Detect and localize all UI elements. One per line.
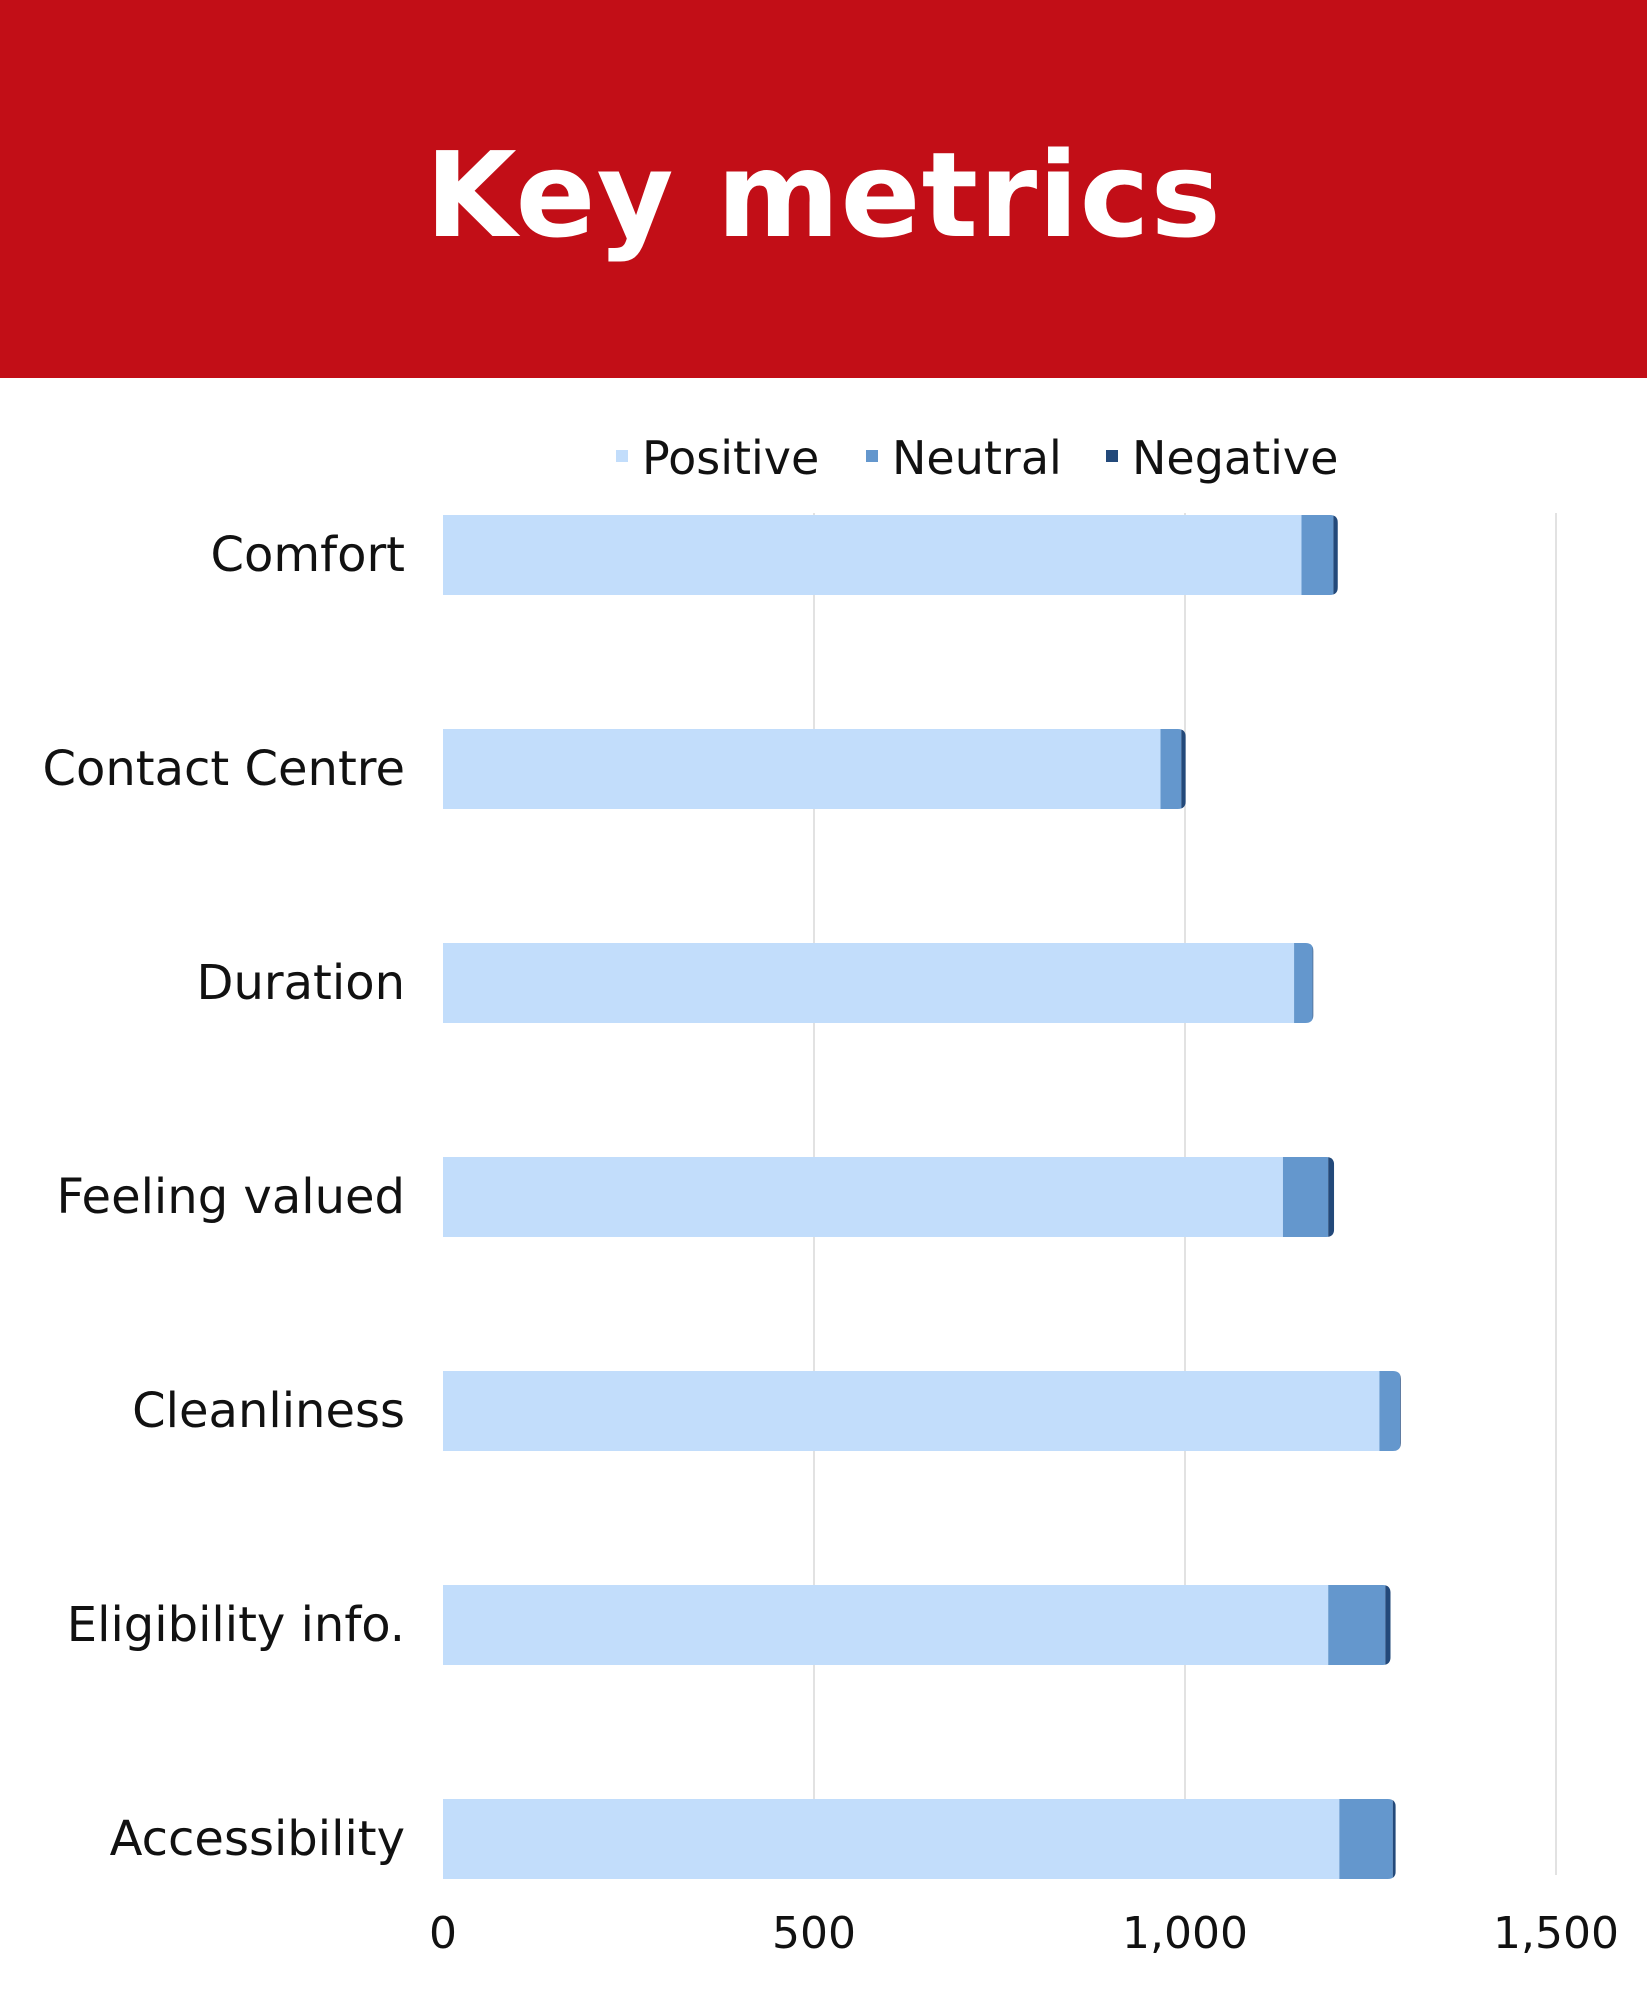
bar-accessibility-negative bbox=[1392, 1799, 1396, 1879]
legend-swatch-negative bbox=[1106, 450, 1118, 462]
bar-eligibility-info-negative bbox=[1385, 1585, 1391, 1665]
legend-swatch-positive bbox=[616, 450, 628, 462]
bar-contact-centre-negative bbox=[1181, 729, 1186, 809]
bars bbox=[443, 515, 1401, 1879]
bar-feeling-valued-neutral bbox=[1282, 1157, 1329, 1237]
bar-cleanliness-neutral bbox=[1379, 1371, 1401, 1451]
legend-item-negative: Negative bbox=[1106, 431, 1338, 485]
bar-group-feeling-valued bbox=[443, 1157, 1335, 1237]
category-label-duration: Duration bbox=[197, 955, 405, 1011]
bar-comfort-positive bbox=[443, 515, 1302, 595]
title-banner: Key metrics bbox=[0, 0, 1647, 378]
bar-eligibility-info-neutral bbox=[1328, 1585, 1386, 1665]
bar-group-cleanliness bbox=[443, 1371, 1401, 1451]
category-label-contact-centre: Contact Centre bbox=[42, 741, 405, 797]
bar-comfort-neutral bbox=[1301, 515, 1334, 595]
bar-accessibility-neutral bbox=[1339, 1799, 1393, 1879]
category-labels: Comfort Contact Centre Duration Feeling val… bbox=[42, 527, 405, 1867]
bar-group-accessibility bbox=[443, 1799, 1396, 1879]
legend-label-negative: Negative bbox=[1132, 431, 1338, 485]
legend-label-positive: Positive bbox=[642, 431, 819, 485]
x-tick-label-1500: 1,500 bbox=[1493, 1908, 1619, 1959]
legend-item-positive: Positive bbox=[616, 431, 819, 485]
x-tick-label-500: 500 bbox=[772, 1908, 856, 1959]
category-label-cleanliness: Cleanliness bbox=[132, 1383, 405, 1439]
bar-contact-centre-neutral bbox=[1160, 729, 1182, 809]
bar-group-contact-centre bbox=[443, 729, 1186, 809]
legend-label-neutral: Neutral bbox=[892, 431, 1062, 485]
x-tick-label-1000: 1,000 bbox=[1122, 1908, 1248, 1959]
bar-contact-centre-positive bbox=[443, 729, 1161, 809]
category-label-feeling-valued: Feeling valued bbox=[57, 1169, 405, 1225]
category-label-accessibility: Accessibility bbox=[110, 1811, 405, 1867]
x-axis-tick-labels: 0 500 1,000 1,500 bbox=[429, 1908, 1619, 1959]
bar-group-eligibility-info bbox=[443, 1585, 1391, 1665]
category-label-comfort: Comfort bbox=[211, 527, 405, 583]
bar-cleanliness-negative bbox=[1400, 1371, 1401, 1451]
x-tick-label-0: 0 bbox=[429, 1908, 457, 1959]
bar-eligibility-info-positive bbox=[443, 1585, 1329, 1665]
bar-feeling-valued-negative bbox=[1328, 1157, 1335, 1237]
bar-duration-neutral bbox=[1294, 943, 1313, 1023]
bar-cleanliness-positive bbox=[443, 1371, 1380, 1451]
bar-group-duration bbox=[443, 943, 1314, 1023]
bar-duration-negative bbox=[1312, 943, 1314, 1023]
bar-comfort-negative bbox=[1333, 515, 1338, 595]
category-label-eligibility-info: Eligibility info. bbox=[67, 1597, 405, 1653]
bar-duration-positive bbox=[443, 943, 1295, 1023]
legend: Positive Neutral Negative bbox=[616, 431, 1338, 485]
legend-item-neutral: Neutral bbox=[866, 431, 1062, 485]
bar-accessibility-positive bbox=[443, 1799, 1340, 1879]
legend-swatch-neutral bbox=[866, 450, 878, 462]
bar-group-comfort bbox=[443, 515, 1338, 595]
page-title: Key metrics bbox=[425, 126, 1222, 264]
bar-feeling-valued-positive bbox=[443, 1157, 1283, 1237]
